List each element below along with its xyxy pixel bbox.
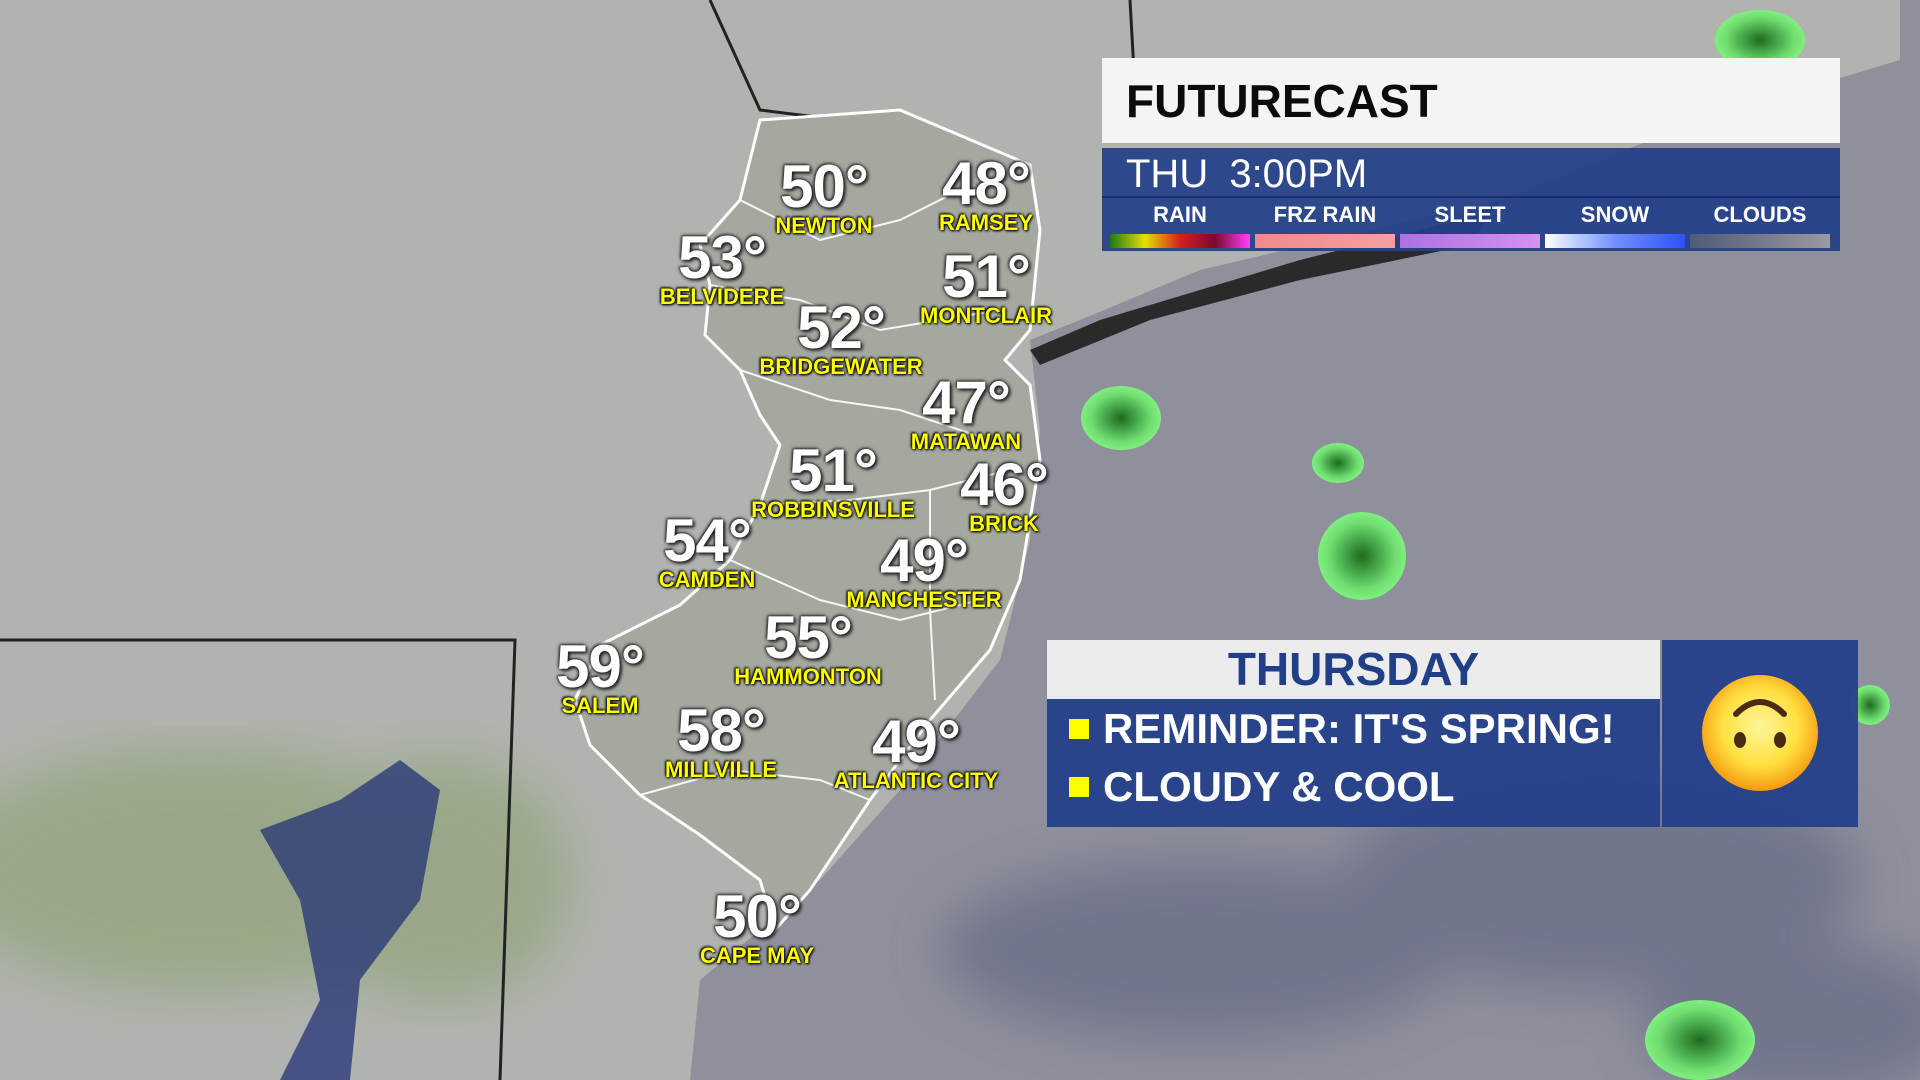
city-bridgewater: 52° BRIDGEWATER: [759, 298, 922, 378]
upside-down-face-icon: [1702, 675, 1818, 791]
bullet-item: REMINDER: IT'S SPRING!: [1069, 705, 1615, 753]
legend-label: CLOUDS: [1713, 202, 1807, 227]
city-salem: 59° SALEM: [556, 633, 645, 718]
legend-label: RAIN: [1153, 202, 1207, 227]
legend-label: SNOW: [1580, 202, 1650, 227]
temperature: 51°: [942, 243, 1031, 310]
temperature: 53°: [678, 224, 767, 291]
city-atlantic-city: 49° ATLANTIC CITY: [834, 712, 999, 792]
temperature: 54°: [663, 507, 752, 574]
forecast-bullets: REMINDER: IT'S SPRING! CLOUDY & COOL: [1047, 699, 1660, 827]
rain-cell: [1850, 685, 1890, 725]
city-label: CAMDEN: [658, 567, 756, 592]
city-label: MONTCLAIR: [920, 303, 1052, 328]
city-label: ROBBINSVILLE: [751, 497, 915, 522]
temperature: 46°: [960, 451, 1049, 518]
temperature: 49°: [872, 708, 961, 775]
forecast-time: THU 3:00PM: [1126, 152, 1368, 196]
legend-snow: SNOW: [1545, 202, 1685, 248]
temperature: 50°: [713, 883, 802, 950]
bullet-text: CLOUDY & COOL: [1103, 763, 1455, 810]
futurecast-info: THU 3:00PM RAIN FRZ RAIN SLEET SNOW CLOU…: [1102, 148, 1840, 251]
city-millville: 58° MILLVILLE: [665, 701, 777, 781]
city-label: BRIDGEWATER: [759, 354, 923, 379]
bullet-text: REMINDER: IT'S SPRING!: [1103, 705, 1615, 752]
city-montclair: 51° MONTCLAIR: [920, 247, 1052, 327]
legend-swatch: [1400, 234, 1540, 248]
city-label: HAMMONTON: [734, 664, 882, 689]
temperature: 47°: [922, 369, 1011, 436]
legend-label: FRZ RAIN: [1273, 202, 1377, 227]
legend-swatch: [1545, 234, 1685, 248]
city-brick: 46° BRICK: [960, 451, 1049, 536]
city-label: BRICK: [969, 511, 1039, 536]
city-label: MANCHESTER: [846, 587, 1002, 612]
city-belvidere: 53° BELVIDERE: [660, 228, 784, 308]
rain-cell: [1715, 10, 1805, 70]
city-newton: 50° NEWTON: [775, 157, 872, 237]
forecast-panel: THURSDAY REMINDER: IT'S SPRING! CLOUDY &…: [1047, 640, 1858, 827]
city-label: ATLANTIC CITY: [833, 768, 999, 793]
city-ramsey: 48° RAMSEY: [939, 154, 1033, 234]
city-label: RAMSEY: [938, 210, 1034, 235]
legend-label: SLEET: [1434, 202, 1506, 227]
legend-swatch: [1110, 234, 1250, 248]
bullet-marker: [1069, 777, 1089, 797]
temperature: 55°: [764, 604, 853, 671]
city-robbinsville: 51° ROBBINSVILLE: [751, 441, 915, 521]
rain-cell: [1645, 1000, 1755, 1080]
bullet-item: CLOUDY & COOL: [1069, 763, 1455, 811]
legend-clouds: CLOUDS: [1690, 202, 1830, 248]
legend-swatch: [1690, 234, 1830, 248]
temperature: 58°: [677, 697, 766, 764]
city-label: BELVIDERE: [659, 284, 785, 309]
legend-sleet: SLEET: [1400, 202, 1540, 248]
city-label: MATAWAN: [910, 429, 1022, 454]
legend-frz-rain: FRZ RAIN: [1255, 202, 1395, 248]
city-label: SALEM: [561, 693, 639, 718]
city-hammonton: 55° HAMMONTON: [734, 608, 881, 688]
divider: [1102, 196, 1840, 198]
bullet-marker: [1069, 719, 1089, 739]
city-manchester: 49° MANCHESTER: [846, 531, 1001, 611]
rain-cell: [1312, 443, 1364, 483]
city-label: NEWTON: [775, 213, 873, 238]
temperature: 59°: [556, 633, 645, 700]
rain-cell: [1081, 386, 1161, 450]
temperature: 48°: [942, 150, 1031, 217]
city-matawan: 47° MATAWAN: [911, 373, 1021, 453]
futurecast-panel: FUTURECAST THU 3:00PM RAIN FRZ RAIN SLEE…: [1102, 58, 1840, 251]
city-label: CAPE MAY: [699, 943, 815, 968]
legend-rain: RAIN: [1110, 202, 1250, 248]
forecast-day: THURSDAY: [1047, 640, 1660, 699]
city-camden: 54° CAMDEN: [659, 511, 756, 591]
legend-swatch: [1255, 234, 1395, 248]
temperature: 52°: [797, 294, 886, 361]
weather-icon-box: [1662, 640, 1858, 827]
temperature: 51°: [789, 437, 878, 504]
rain-cell: [1318, 512, 1406, 600]
temperature: 50°: [780, 153, 869, 220]
city-label: MILLVILLE: [664, 757, 778, 782]
temperature: 49°: [880, 527, 969, 594]
futurecast-title: FUTURECAST: [1102, 58, 1840, 143]
city-cape-may: 50° CAPE MAY: [700, 887, 814, 967]
